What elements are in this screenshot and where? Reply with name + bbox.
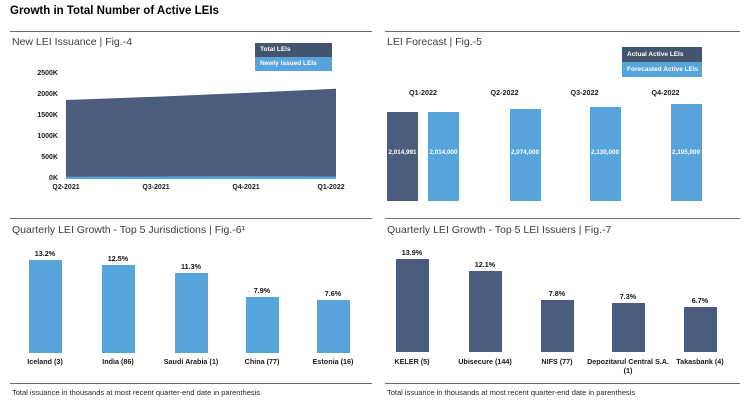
fig4-legend: Total LEIs Newly Issued LEIs <box>255 43 332 71</box>
jurisdiction-bar <box>245 297 279 353</box>
y-tick-label: 2000K <box>37 90 58 98</box>
issuer-bar <box>540 299 574 352</box>
divider <box>10 218 372 219</box>
legend-item-newly-issued-leis: Newly Issued LEIs <box>255 57 332 71</box>
jurisdiction-bar <box>316 299 350 353</box>
category-label: Saudi Arabia (1) <box>163 357 219 366</box>
category-label: KELER (5) <box>394 357 430 366</box>
bar-percent-label: 12.1% <box>474 259 496 269</box>
bar-percent-label: 7.3% <box>619 292 637 302</box>
category-label: Iceland (3) <box>27 357 63 366</box>
bar-forecasted-active-leis <box>589 106 621 201</box>
jurisdiction-bar <box>28 260 62 353</box>
bar-forecasted-active-leis <box>670 104 702 201</box>
panel-title-fig7: Quarterly LEI Growth - Top 5 LEI Issuers… <box>387 224 612 236</box>
issuer-bar <box>395 258 429 352</box>
y-tick-label: 2500K <box>37 69 58 77</box>
panel-title-fig6: Quarterly LEI Growth - Top 5 Jurisdictio… <box>12 224 246 236</box>
x-tick-label: Q3-2021 <box>142 184 170 191</box>
fig5-legend: Actual Active LEIs Forecasted Active LEI… <box>622 47 702 77</box>
bar-value-label: 2,130,000 <box>590 149 619 156</box>
category-label: Estonia (16) <box>312 357 354 366</box>
issuer-bar <box>468 270 502 352</box>
x-tick-label: Q2-2021 <box>52 184 80 191</box>
bar-percent-label: 13.2% <box>34 249 56 259</box>
bar-percent-label: 6.7% <box>691 296 709 306</box>
divider <box>385 31 740 32</box>
y-tick-label: 1000K <box>37 132 58 140</box>
legend-item-actual-active-leis: Actual Active LEIs <box>622 47 702 62</box>
bar-forecasted-active-leis <box>428 112 459 201</box>
page-title: Growth in Total Number of Active LEIs <box>10 5 219 17</box>
jurisdiction-bar <box>174 273 208 353</box>
x-tick-label: Q4-2021 <box>232 184 260 191</box>
jurisdiction-bar <box>101 265 135 353</box>
bar-percent-label: 7.8% <box>548 288 566 298</box>
category-label: NIFS (77) <box>541 357 573 366</box>
bar-value-label: 2,014,000 <box>429 149 458 156</box>
group-label: Q3-2022 <box>570 88 599 97</box>
bar-value-label: 2,014,991 <box>388 149 417 156</box>
group-label: Q2-2022 <box>490 88 519 97</box>
area-total-leis <box>66 88 336 179</box>
divider <box>385 218 740 219</box>
divider <box>385 383 740 384</box>
y-tick-label: 1500K <box>37 111 58 119</box>
divider <box>10 383 372 384</box>
bar-forecasted-active-leis <box>509 109 541 201</box>
y-tick-label: 0K <box>49 174 58 182</box>
issuer-bar <box>683 307 717 352</box>
bar-percent-label: 7.6% <box>324 288 342 298</box>
footnote: Total issuance in thousands at most rece… <box>12 388 261 397</box>
legend-item-total-leis: Total LEIs <box>255 43 332 57</box>
x-tick-label: Q1-2022 <box>317 184 345 191</box>
bar-value-label: 2,074,000 <box>510 149 539 156</box>
bar-actual-active-leis <box>387 112 418 201</box>
category-label: Ubisecure (144) <box>458 357 512 366</box>
bar-percent-label: 11.3% <box>181 262 201 272</box>
category-label: Depozitarul Central S.A. (1) <box>587 357 669 376</box>
panel-title-fig5: LEI Forecast | Fig.-5 <box>387 36 482 48</box>
category-label: India (86) <box>102 357 134 366</box>
area-newly-issued-leis <box>66 176 336 179</box>
legend-item-forecasted-active-leis: Forecasted Active LEIs <box>622 62 702 77</box>
category-label: Takasbank (4) <box>676 357 724 366</box>
issuer-bar <box>611 303 645 352</box>
bar-percent-label: 7.9% <box>253 286 271 296</box>
panel-title-fig4: New LEI Issuance | Fig.-4 <box>12 36 133 48</box>
bar-percent-label: 13.9% <box>401 247 423 257</box>
group-label: Q4-2022 <box>651 88 680 97</box>
footnote: Total issuance in thousands at most rece… <box>387 388 636 397</box>
bar-value-label: 2,195,000 <box>671 149 700 156</box>
y-tick-label: 500K <box>41 153 58 161</box>
category-label: China (77) <box>244 357 280 366</box>
bar-percent-label: 12.5% <box>107 254 129 263</box>
divider <box>10 31 372 32</box>
group-label: Q1-2022 <box>409 88 437 97</box>
